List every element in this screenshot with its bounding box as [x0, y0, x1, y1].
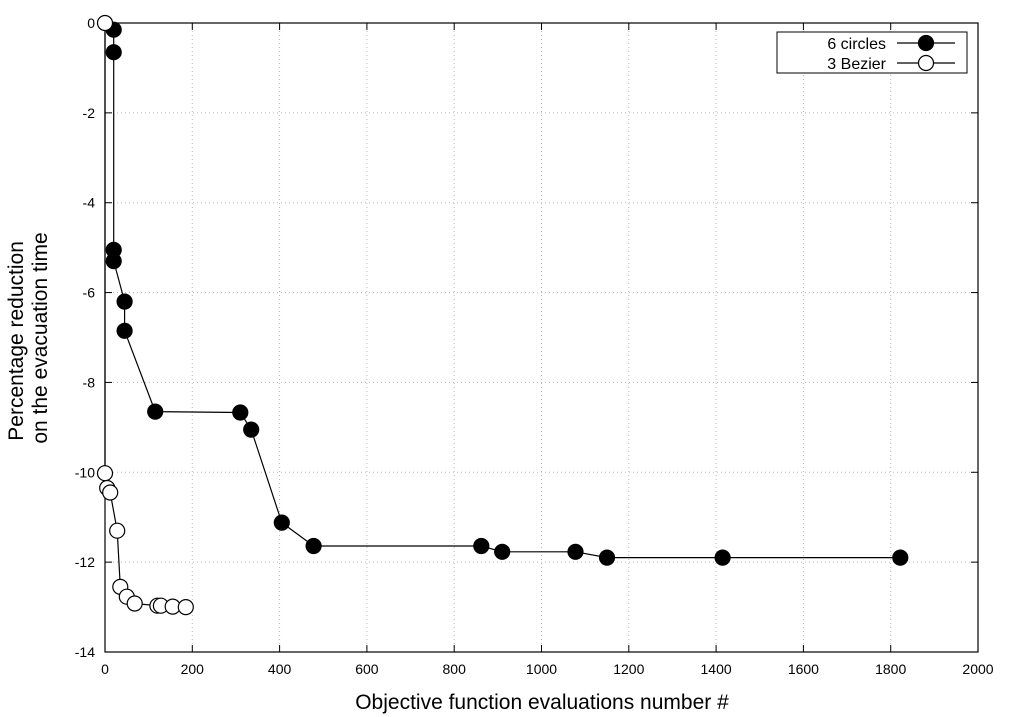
y-tick-label: -8: [83, 374, 96, 390]
data-point-filled: [305, 537, 322, 555]
series-2: [96, 14, 194, 616]
y-tick-label: -14: [75, 644, 95, 660]
y-tick-label: 0: [87, 15, 95, 31]
x-tick-label: 400: [268, 661, 292, 677]
x-tick-label: 0: [101, 661, 109, 677]
data-point-filled: [105, 253, 122, 270]
y-tick-label: -2: [83, 105, 96, 121]
y-tick-label: -4: [83, 195, 96, 211]
data-point-filled: [273, 514, 290, 531]
x-tick-label: 1600: [788, 661, 819, 677]
x-tick-label: 1400: [701, 661, 732, 677]
y-axis-title-line-1: Percentage reduction: [5, 241, 28, 441]
data-point-filled: [116, 322, 133, 339]
y-axis-title: Percentage reduction on the evacuation t…: [5, 232, 52, 443]
x-tick-label: 600: [355, 661, 379, 677]
data-point-filled: [714, 549, 731, 566]
grid: [105, 23, 978, 652]
data-point-filled: [598, 549, 616, 566]
legend: 6 circles 3 Bezier: [776, 31, 968, 74]
data-point-filled: [243, 421, 260, 438]
legend-marker: [917, 34, 935, 52]
data-point-filled: [494, 543, 511, 560]
data-point-filled: [147, 403, 164, 420]
x-axis-title: Objective function evaluations number #: [355, 691, 729, 714]
x-tick-label: 800: [443, 661, 467, 677]
data-point-open: [109, 522, 126, 539]
y-axis-title-line-2: on the evacuation time: [29, 232, 52, 443]
data-point-filled: [105, 44, 122, 61]
data-point-open: [177, 598, 194, 616]
y-tick-label: -12: [75, 554, 95, 570]
data-point-filled: [567, 543, 584, 560]
x-tick-label: 200: [181, 661, 205, 677]
data-point-filled: [473, 537, 490, 555]
x-tick-label: 2000: [962, 661, 993, 677]
y-tick-label: -10: [75, 464, 95, 480]
data-point-open: [126, 595, 143, 612]
x-tick-label: 1200: [613, 661, 644, 677]
y-tick-label: -6: [83, 285, 96, 301]
data-point-filled: [232, 404, 249, 421]
legend-label: 3 Bezier: [827, 56, 886, 73]
series-1: [105, 21, 909, 566]
series-layer: [96, 14, 909, 616]
data-point-open: [96, 14, 114, 32]
data-point-open: [96, 465, 114, 482]
data-point-open: [102, 484, 119, 501]
legend-marker: [917, 54, 935, 72]
data-point-filled: [116, 293, 133, 310]
x-tick-label: 1800: [875, 661, 906, 677]
x-tick-label: 1000: [526, 661, 557, 677]
legend-box: [776, 31, 968, 74]
data-point-filled: [892, 549, 909, 566]
legend-label: 6 circles: [827, 36, 886, 53]
